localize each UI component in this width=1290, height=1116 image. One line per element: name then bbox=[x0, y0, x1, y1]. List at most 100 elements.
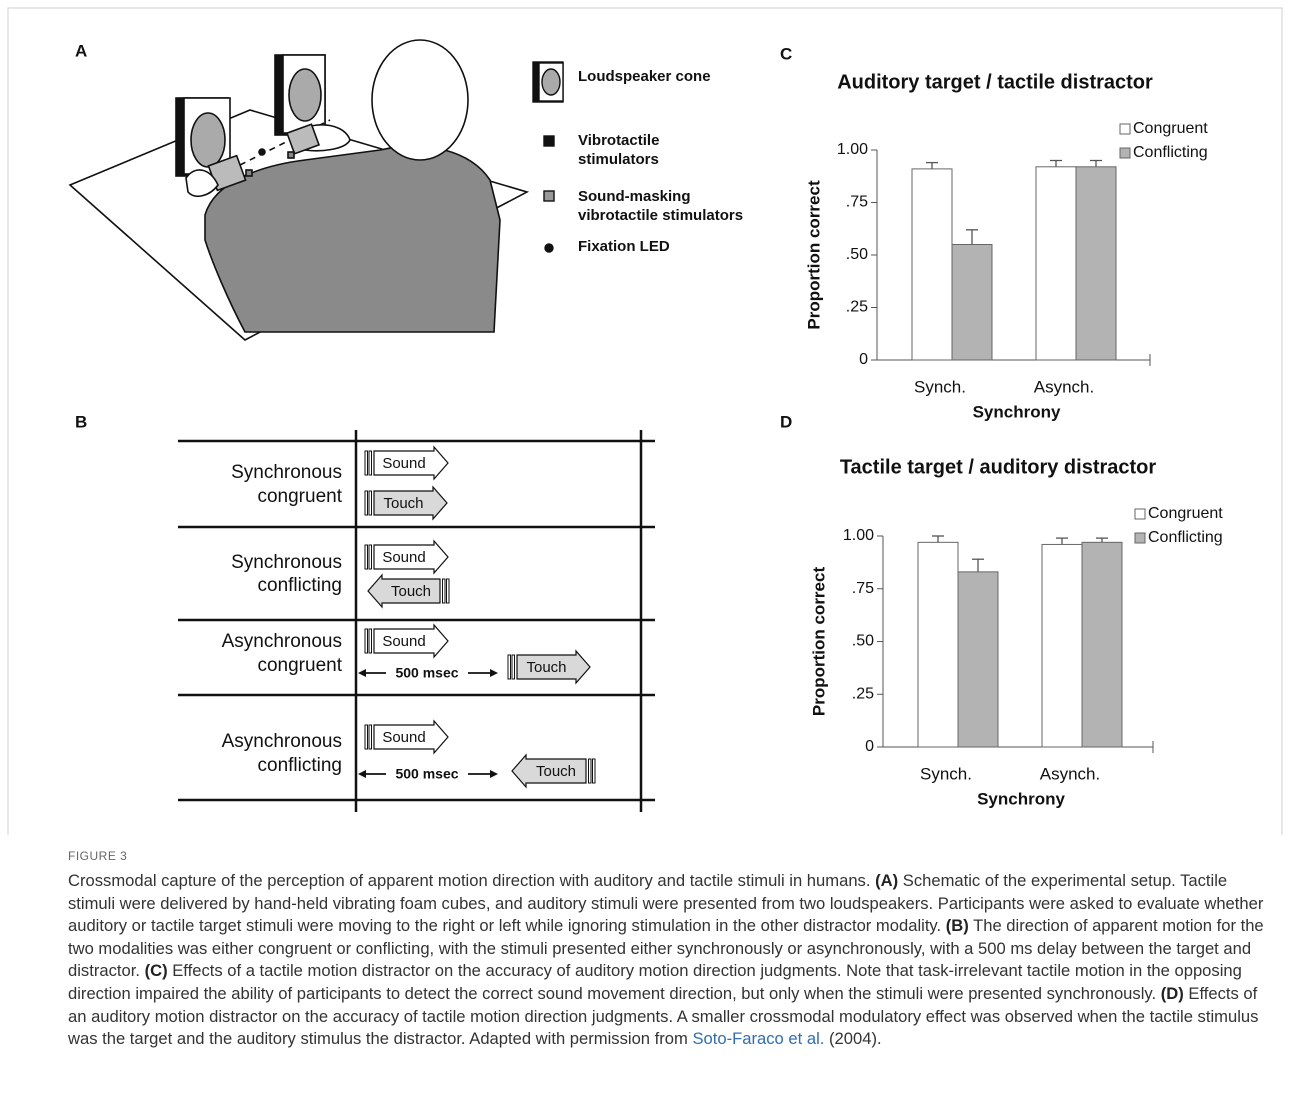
panel-label: C bbox=[780, 44, 792, 63]
figure: A B C D Loudspeaker cone Vibrotactile stimulat… bbox=[0, 0, 1290, 835]
panel-label: B bbox=[75, 412, 87, 431]
legend-text: stimulators bbox=[578, 151, 659, 168]
legend-label: Congruent bbox=[1148, 505, 1223, 522]
arrow-label: Sound bbox=[382, 549, 425, 566]
arrow-label: Touch bbox=[391, 583, 431, 600]
y-tick-label: 1.00 bbox=[843, 527, 874, 544]
y-tick-label: .50 bbox=[846, 246, 868, 263]
row-label: Asynchronous bbox=[222, 731, 342, 752]
x-tick-label: Synch. bbox=[914, 377, 966, 396]
legend-text: Loudspeaker cone bbox=[578, 68, 711, 85]
onset-bar bbox=[508, 655, 511, 679]
setup-illustration bbox=[70, 40, 527, 340]
legend-swatch bbox=[1120, 124, 1130, 134]
y-tick-label: 0 bbox=[865, 738, 874, 755]
arrow-label: Touch bbox=[383, 495, 423, 512]
y-tick-label: 1.00 bbox=[837, 141, 868, 158]
x-tick-label: Asynch. bbox=[1040, 764, 1100, 783]
caption-text: Effects of a tactile motion distractor o… bbox=[68, 961, 1242, 1003]
delay-arrowhead bbox=[358, 770, 366, 778]
timing-table bbox=[178, 430, 655, 812]
onset-bar bbox=[593, 759, 596, 783]
y-tick-label: 0 bbox=[859, 351, 868, 368]
legend-text: vibrotactile stimulators bbox=[578, 207, 743, 224]
legend-label: Congruent bbox=[1133, 120, 1208, 137]
onset-bar bbox=[369, 545, 372, 569]
onset-bar bbox=[365, 629, 368, 653]
onset-bar bbox=[369, 491, 372, 515]
caption-text: (A) bbox=[875, 871, 898, 890]
row-label: conflicting bbox=[258, 755, 343, 776]
delay-label: 500 msec bbox=[395, 766, 458, 782]
x-axis-label: Synchrony bbox=[977, 789, 1065, 808]
fixation-led bbox=[259, 149, 265, 155]
legend-label: Conflicting bbox=[1148, 529, 1223, 546]
onset-bar bbox=[589, 759, 592, 783]
x-tick-label: Asynch. bbox=[1034, 377, 1094, 396]
y-axis-label: Proportion correct bbox=[804, 180, 823, 330]
row-label: conflicting bbox=[258, 575, 343, 596]
row-label: Asynchronous bbox=[222, 631, 342, 652]
caption-text: (B) bbox=[946, 916, 969, 935]
arrow-label: Sound bbox=[382, 455, 425, 472]
bar bbox=[912, 169, 952, 360]
delay-arrowhead bbox=[490, 669, 498, 677]
page: A B C D Loudspeaker cone Vibrotactile stimulat… bbox=[0, 0, 1290, 1116]
x-tick-label: Synch. bbox=[920, 764, 972, 783]
caption-text: (2004). bbox=[829, 1029, 882, 1048]
citation-link[interactable]: Soto-Faraco et al. bbox=[692, 1029, 824, 1048]
legend-swatch bbox=[1135, 533, 1145, 543]
onset-bar bbox=[365, 545, 368, 569]
speaker-left-cone bbox=[191, 113, 225, 167]
caption-text: (D) bbox=[1161, 984, 1184, 1003]
delay-arrowhead bbox=[358, 669, 366, 677]
arrow-label: Sound bbox=[382, 729, 425, 746]
legend-swatch bbox=[1135, 509, 1145, 519]
masking-stimulator bbox=[288, 152, 294, 158]
legend-label: Conflicting bbox=[1133, 144, 1208, 161]
person-head bbox=[372, 40, 468, 160]
onset-bar bbox=[365, 725, 368, 749]
bar bbox=[918, 542, 958, 747]
row-label: Synchronous bbox=[231, 552, 342, 573]
masking-stimulator bbox=[246, 170, 252, 176]
legend-swatch bbox=[1120, 148, 1130, 158]
legend-icons bbox=[533, 62, 563, 252]
bar bbox=[1042, 544, 1082, 747]
onset-bar bbox=[369, 451, 372, 475]
vibrotactile-icon bbox=[544, 136, 554, 146]
legend-text: Fixation LED bbox=[578, 238, 670, 255]
row-label: Synchronous bbox=[231, 462, 342, 483]
delay-arrowhead bbox=[490, 770, 498, 778]
onset-bar bbox=[443, 579, 446, 603]
speaker-icon-cone bbox=[542, 69, 560, 95]
onset-bar bbox=[512, 655, 515, 679]
y-axis-label: Proportion correct bbox=[809, 567, 828, 717]
bar bbox=[958, 572, 998, 747]
y-tick-label: .25 bbox=[846, 299, 868, 316]
onset-bar bbox=[369, 629, 372, 653]
panel-label: D bbox=[780, 412, 792, 431]
caption-text: Crossmodal capture of the perception of … bbox=[68, 871, 870, 890]
panel-label: A bbox=[75, 41, 87, 60]
legend-text: Sound-masking bbox=[578, 188, 691, 205]
onset-bar bbox=[365, 451, 368, 475]
legend-text: Vibrotactile bbox=[578, 132, 659, 149]
figure-label: FIGURE 3 bbox=[68, 849, 127, 863]
speaker-right-cone bbox=[289, 69, 321, 121]
caption-text: Adapted with permission from bbox=[469, 1029, 688, 1048]
onset-bar bbox=[369, 725, 372, 749]
bar bbox=[1036, 167, 1076, 360]
bar bbox=[952, 245, 992, 361]
caption-text: (C) bbox=[145, 961, 168, 980]
chart-title: Auditory target / tactile distractor bbox=[837, 71, 1153, 93]
bar bbox=[1082, 542, 1122, 747]
chart-title: Tactile target / auditory distractor bbox=[840, 456, 1157, 478]
delay-label: 500 msec bbox=[395, 665, 458, 681]
row-label: congruent bbox=[257, 486, 342, 507]
arrow-label: Touch bbox=[526, 659, 566, 676]
arrow-label: Sound bbox=[382, 633, 425, 650]
masking-icon bbox=[544, 191, 554, 201]
y-tick-label: .50 bbox=[852, 633, 874, 650]
y-tick-label: .75 bbox=[846, 194, 868, 211]
